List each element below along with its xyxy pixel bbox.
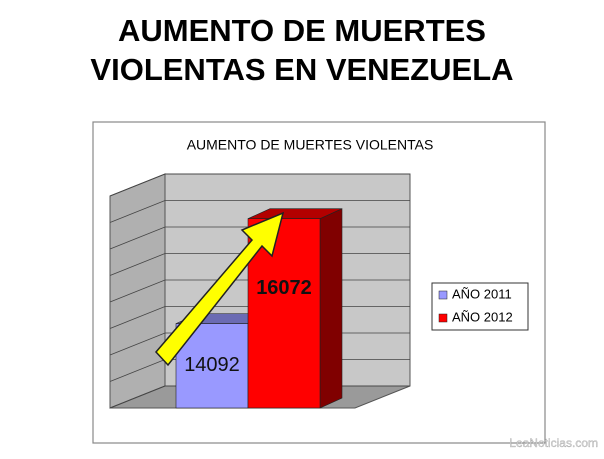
- watermark: LeaNoticias.com: [509, 436, 598, 450]
- data-label: 14092: [184, 354, 240, 376]
- trend-arrow: [154, 211, 285, 367]
- bar-side: [319, 208, 343, 409]
- slide-title: VIOLENTAS EN VENEZUELA: [90, 52, 513, 87]
- bar: [247, 208, 343, 409]
- grid-line: [109, 200, 410, 223]
- legend-label: AÑO 2011: [452, 286, 512, 301]
- bar-front: [247, 218, 321, 409]
- data-label: 16072: [256, 277, 312, 299]
- legend: [431, 282, 529, 331]
- legend-label: AÑO 2012: [452, 309, 513, 324]
- grid-line: [109, 173, 410, 197]
- chart-title: AUMENTO DE MUERTES VIOLENTAS: [187, 137, 434, 153]
- legend-swatch: [438, 290, 448, 300]
- legend-swatch: [438, 313, 448, 323]
- slide-title: AUMENTO DE MUERTES: [118, 13, 486, 48]
- plot-area: 14092 16072: [109, 173, 411, 409]
